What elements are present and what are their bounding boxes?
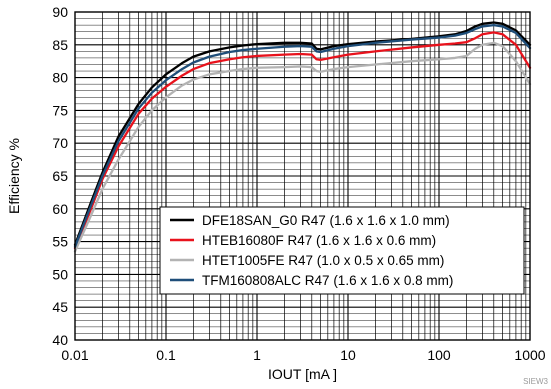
legend-label-3: HTET1005FE R47 (1.0 x 0.5 x 0.65 mm) [202,253,444,268]
y-tick-label: 65 [52,168,68,184]
y-tick-label: 60 [52,201,68,217]
y-tick-label: 80 [52,70,68,86]
y-axis-label: Efficiency % [6,138,22,214]
series-line-3 [73,41,532,253]
y-tick-label: 75 [52,102,68,118]
x-tick-label: 1000 [514,347,545,363]
y-tick-label: 45 [52,299,68,315]
series-line-2 [73,31,532,250]
y-tick-label: 85 [52,37,68,53]
legend-box [159,206,525,295]
x-tick-label: 0.01 [61,347,88,363]
legend-label-1: DFE18SAN_G0 R47 (1.6 x 1.6 x 1.0 mm) [202,213,450,228]
x-axis-label: IOUT [mA ] [268,366,337,382]
y-tick-label: 70 [52,135,68,151]
x-tick-label: 100 [427,347,451,363]
series-line-1 [73,21,532,247]
y-tick-labels: 40 45 50 55 60 65 70 75 80 85 90 [52,4,68,348]
y-tick-label: 40 [52,332,68,348]
y-tick-label: 90 [52,4,68,20]
legend-label-2: HTEB16080F R47 (1.6 x 1.6 x 0.6 mm) [202,233,436,248]
watermark-text: SIEW3 [523,377,548,386]
x-tick-label: 10 [340,347,356,363]
x-tick-label: 0.1 [156,347,176,363]
legend-label-4: TFM160808ALC R47 (1.6 x 1.6 x 0.8 mm) [202,273,453,288]
x-tick-label: 1 [253,347,261,363]
series-line-4 [73,23,532,249]
series-lines [73,21,532,253]
y-tick-label: 50 [52,266,68,282]
x-tick-labels: 0.01 0.1 1 10 100 1000 [61,347,545,363]
legend: DFE18SAN_G0 R47 (1.6 x 1.6 x 1.0 mm) HTEB… [159,206,525,295]
y-tick-label: 55 [52,234,68,250]
plot-frame [74,11,531,341]
